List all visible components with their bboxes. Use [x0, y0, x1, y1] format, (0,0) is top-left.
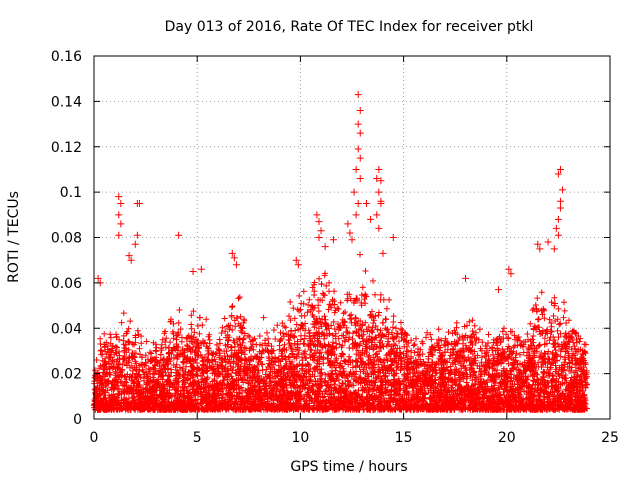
data-point: [552, 224, 560, 232]
data-point: [354, 91, 362, 99]
y-axis-label: ROTI / TECUs: [6, 191, 22, 283]
data-point: [375, 188, 383, 196]
data-point: [544, 238, 552, 246]
data-point: [534, 240, 542, 248]
data-point: [377, 177, 385, 185]
data-point: [362, 199, 370, 207]
y-tick-label: 0.04: [51, 321, 82, 337]
data-point: [352, 211, 360, 219]
data-point: [354, 120, 362, 128]
data-point: [556, 165, 564, 173]
data-point: [373, 211, 381, 219]
x-tick-label: 15: [395, 430, 413, 446]
data-point: [356, 106, 364, 114]
data-point: [315, 218, 323, 226]
data-point: [133, 231, 141, 239]
data-point: [367, 215, 375, 223]
data-point: [559, 186, 567, 194]
data-point: [321, 243, 329, 251]
data-points: [91, 91, 591, 413]
data-point: [375, 165, 383, 173]
data-point: [554, 231, 562, 239]
data-point: [135, 199, 143, 207]
data-point: [197, 265, 205, 273]
y-tick-label: 0.06: [51, 276, 82, 292]
data-point: [356, 175, 364, 183]
data-point: [356, 154, 364, 162]
y-tick-label: 0.02: [51, 367, 82, 383]
y-tick-labels: 0 0.02 0.04 0.06 0.08 0.1 0.12 0.14 0.16: [51, 49, 82, 428]
data-point: [495, 286, 503, 294]
x-tick-label: 0: [90, 430, 99, 446]
data-point: [389, 234, 397, 241]
data-point: [379, 249, 387, 257]
data-point: [550, 245, 558, 253]
data-point: [115, 231, 123, 239]
data-point: [554, 215, 562, 223]
data-point: [462, 274, 470, 282]
data-point: [315, 234, 323, 241]
x-tick-label: 20: [498, 430, 516, 446]
x-tick-labels: 0 5 10 15 20 25: [90, 430, 619, 446]
data-point: [556, 197, 564, 205]
data-point: [230, 254, 238, 262]
data-point: [228, 249, 236, 257]
data-point: [131, 240, 139, 248]
x-tick-label: 10: [291, 430, 309, 446]
data-point: [117, 199, 125, 207]
data-point: [125, 252, 133, 260]
data-point: [536, 245, 544, 253]
data-point: [350, 188, 358, 196]
data-point: [377, 199, 385, 207]
data-point: [354, 145, 362, 153]
chart-title: Day 013 of 2016, Rate Of TEC Index for r…: [165, 19, 534, 35]
data-point: [329, 236, 337, 244]
data-point: [344, 220, 352, 228]
y-tick-label: 0.16: [51, 49, 82, 65]
data-point: [292, 256, 300, 264]
data-point: [94, 274, 102, 282]
x-axis-label: GPS time / hours: [290, 459, 407, 475]
data-point: [354, 199, 362, 207]
data-point: [556, 204, 564, 212]
data-point: [294, 261, 302, 269]
dense-point-cloud: [91, 251, 591, 413]
y-tick-label: 0.14: [51, 94, 82, 110]
y-tick-label: 0: [73, 412, 82, 428]
data-point: [175, 231, 183, 239]
data-point: [232, 261, 240, 269]
y-tick-label: 0.08: [51, 231, 82, 247]
data-point: [352, 165, 360, 173]
data-point: [127, 256, 135, 264]
x-tick-label: 25: [601, 430, 619, 446]
data-point: [348, 236, 356, 244]
data-point: [189, 268, 197, 276]
data-point: [317, 227, 325, 235]
data-point: [313, 211, 321, 219]
data-point: [554, 170, 562, 178]
y-tick-label: 0.1: [60, 185, 82, 201]
data-point: [507, 270, 515, 278]
data-point: [505, 265, 513, 273]
data-point: [356, 129, 364, 137]
axis-ticks: [93, 55, 611, 420]
x-tick-label: 5: [193, 430, 202, 446]
data-point: [117, 220, 125, 228]
data-point: [346, 229, 354, 237]
y-tick-label: 0.12: [51, 140, 82, 156]
data-point: [373, 175, 381, 183]
data-point: [115, 193, 123, 201]
grid-lines: [94, 56, 610, 419]
data-point: [115, 211, 123, 219]
data-point: [375, 224, 383, 232]
